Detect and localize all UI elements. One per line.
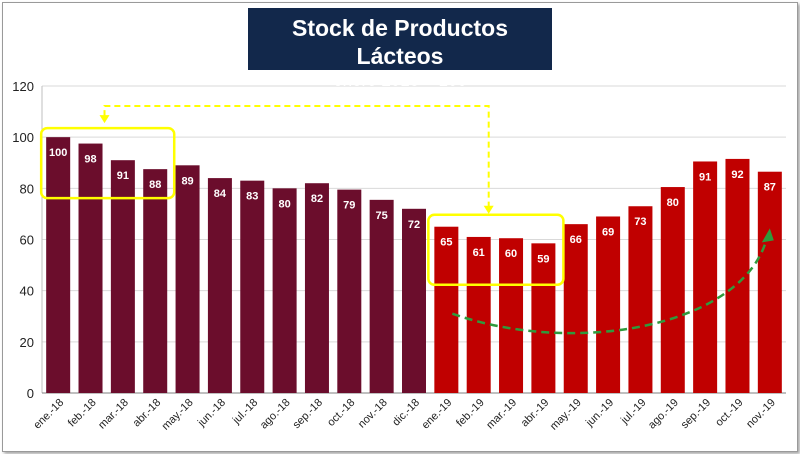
x-tick-label: nov.-19 — [744, 397, 778, 431]
y-tick-label: 80 — [20, 181, 34, 196]
bar-value-label: 82 — [311, 193, 323, 205]
dashed-connector — [103, 105, 490, 207]
data-labels: 100 98 91 88 89 84 83 80 82 79 75 72 65 61 60 59 66 69 73 8… — [49, 147, 776, 265]
bar — [596, 216, 621, 393]
y-tick-label: 40 — [20, 284, 34, 299]
bar — [531, 243, 556, 393]
bar — [499, 238, 524, 393]
x-tick-label: nov.-18 — [356, 397, 390, 431]
x-tick-label: mar.-18 — [96, 397, 131, 432]
x-tick-label: feb.-18 — [66, 397, 99, 430]
bar — [434, 226, 459, 393]
bar — [660, 187, 685, 393]
connector-arrowhead-right — [483, 205, 494, 214]
chart-title: Stock de Productos Lácteos — [292, 15, 508, 69]
bar-value-label: 87 — [764, 182, 776, 194]
bar-value-label: 75 — [376, 210, 388, 222]
x-tick-label: oct.-18 — [325, 397, 357, 429]
x-tick-label: ene.-18 — [31, 397, 66, 432]
x-tick-label: abr.-18 — [131, 397, 164, 430]
trend-arrowhead — [761, 228, 774, 243]
trend-curve — [451, 234, 770, 335]
bar-value-label: 79 — [343, 200, 355, 212]
x-tick-label: ago.-19 — [646, 397, 681, 432]
bar-value-label: 89 — [181, 175, 193, 187]
x-tick-label: feb.-19 — [454, 397, 487, 430]
x-tick-label: jun.-19 — [583, 397, 616, 430]
title-box: Stock de Productos Lácteos - enero 2018 … — [248, 8, 552, 90]
bar — [693, 161, 718, 393]
bar — [272, 188, 297, 393]
bar-value-label: 73 — [634, 216, 646, 228]
bar-value-label: 92 — [731, 169, 743, 181]
y-axis-ticks: 0 20 40 60 80 100 120 — [12, 79, 34, 401]
bar-value-label: 88 — [149, 179, 161, 191]
bar-value-label: 66 — [570, 234, 582, 246]
bar — [369, 199, 394, 393]
y-tick-label: 120 — [12, 79, 34, 94]
bar — [337, 189, 362, 393]
bar-value-label: 91 — [117, 170, 129, 182]
connector-arrowhead-left — [99, 115, 110, 124]
bar-value-label: 98 — [84, 154, 96, 166]
x-tick-label: jul.-18 — [230, 397, 260, 427]
x-tick-label: mar.-19 — [484, 397, 519, 432]
bar-value-label: 100 — [49, 147, 67, 159]
annotations — [39, 105, 774, 335]
x-tick-label: may.-18 — [160, 397, 196, 433]
y-tick-label: 0 — [27, 386, 34, 401]
bar — [563, 224, 588, 393]
bar-value-label: 72 — [408, 219, 420, 231]
x-tick-label: jun.-18 — [195, 397, 228, 430]
bar — [143, 169, 168, 393]
bar — [207, 178, 232, 393]
bar — [175, 165, 200, 393]
bar-value-label: 84 — [214, 188, 227, 200]
y-tick-label: 100 — [12, 130, 34, 145]
bar — [466, 236, 491, 393]
bar-value-label: 80 — [278, 198, 290, 210]
chart-subtitle: - enero 2018 = 100 - — [322, 71, 478, 90]
bars — [46, 137, 782, 393]
bar — [402, 208, 426, 393]
bar — [757, 171, 782, 393]
x-tick-label: may.-19 — [548, 397, 584, 433]
bar-value-label: 69 — [602, 226, 614, 238]
bar-value-label: 65 — [440, 237, 452, 249]
bar — [725, 158, 750, 393]
bar-value-label: 83 — [246, 191, 258, 203]
x-tick-label: dic.-18 — [390, 397, 422, 429]
bar — [628, 206, 653, 393]
bar — [78, 143, 103, 393]
bar-value-label: 61 — [473, 247, 485, 259]
bar — [46, 137, 71, 393]
bar-value-label: 80 — [667, 197, 679, 209]
y-tick-label: 20 — [20, 335, 34, 350]
highlight-box-2018 — [39, 126, 176, 200]
x-tick-label: abr.-19 — [519, 397, 552, 430]
x-tick-label: ago.-18 — [258, 397, 293, 432]
bar — [304, 183, 329, 393]
bar-value-label: 91 — [699, 171, 711, 183]
x-tick-label: sep.-19 — [679, 397, 713, 431]
bar — [110, 160, 135, 393]
highlight-box-2019 — [427, 213, 565, 286]
x-tick-label: jul.-19 — [618, 397, 648, 427]
y-tick-label: 60 — [20, 233, 34, 248]
x-tick-label: oct.-19 — [713, 397, 745, 429]
x-tick-label: sep.-18 — [291, 397, 325, 431]
bar — [240, 180, 265, 393]
bar-value-label: 60 — [505, 248, 517, 260]
bar-value-label: 59 — [537, 253, 549, 265]
x-tick-label: ene.-19 — [420, 397, 455, 432]
